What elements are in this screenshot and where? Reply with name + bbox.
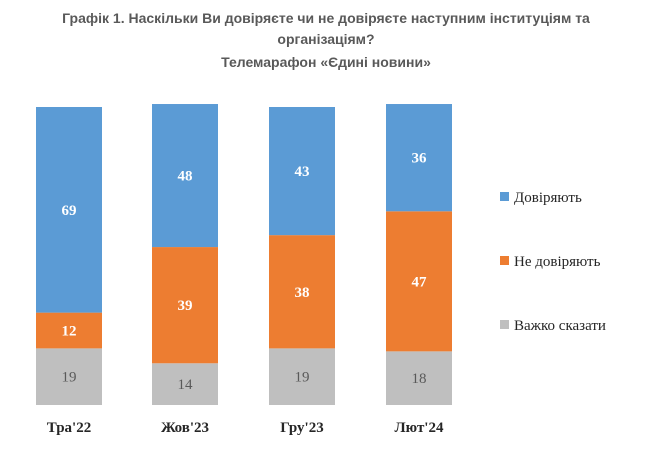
legend-item-hard-to-say: Важко сказати bbox=[500, 318, 606, 335]
data-label-trust-3: 43 bbox=[295, 164, 310, 180]
legend-label-hard-to-say: Важко сказати bbox=[514, 318, 606, 334]
bar-distrust-1 bbox=[36, 312, 102, 349]
bar-hard-to-say-2 bbox=[152, 363, 218, 405]
data-label-hard-to-say-2: 14 bbox=[178, 377, 194, 393]
category-label-3: Гру'23 bbox=[280, 420, 323, 436]
chart-title-line1: Графік 1. Наскільки Ви довіряєте чи не д… bbox=[62, 10, 590, 26]
bar-distrust-3 bbox=[269, 235, 335, 349]
chart-title-line2: організаціям? bbox=[277, 31, 375, 47]
bar-hard-to-say-3 bbox=[269, 348, 335, 405]
legend-label-distrust: Не довіряють bbox=[514, 254, 601, 270]
bar-trust-3 bbox=[269, 107, 335, 236]
data-label-distrust-3: 38 bbox=[295, 285, 310, 301]
data-label-trust-2: 48 bbox=[178, 169, 193, 185]
category-label-1: Тра'22 bbox=[47, 420, 91, 436]
data-label-distrust-1: 12 bbox=[62, 324, 77, 340]
data-label-trust-4: 36 bbox=[412, 151, 428, 167]
data-label-hard-to-say-4: 18 bbox=[412, 371, 427, 387]
legend-item-distrust: Не довіряють bbox=[500, 254, 600, 271]
bar-trust-2 bbox=[152, 104, 218, 248]
category-label-2: Жов'23 bbox=[161, 420, 209, 436]
legend-label-trust: Довіряють bbox=[514, 190, 582, 206]
legend-swatch-hard-to-say bbox=[500, 320, 509, 329]
legend-swatch-distrust bbox=[500, 256, 509, 265]
legend-swatch-trust bbox=[500, 192, 509, 201]
bar-trust-4 bbox=[386, 104, 452, 212]
data-label-hard-to-say-3: 19 bbox=[295, 370, 310, 386]
bar-hard-to-say-4 bbox=[386, 351, 452, 405]
data-label-trust-1: 69 bbox=[62, 203, 77, 219]
bar-trust-1 bbox=[36, 107, 102, 313]
chart-subtitle: Телемарафон «Єдині новини» bbox=[221, 54, 431, 70]
bar-hard-to-say-1 bbox=[36, 348, 102, 405]
bar-distrust-4 bbox=[386, 211, 452, 352]
data-label-distrust-2: 39 bbox=[178, 298, 193, 314]
legend-item-trust: Довіряють bbox=[500, 190, 582, 207]
category-label-4: Лют'24 bbox=[395, 420, 444, 436]
bar-distrust-2 bbox=[152, 247, 218, 364]
data-label-distrust-4: 47 bbox=[412, 274, 428, 290]
data-label-hard-to-say-1: 19 bbox=[62, 370, 77, 386]
